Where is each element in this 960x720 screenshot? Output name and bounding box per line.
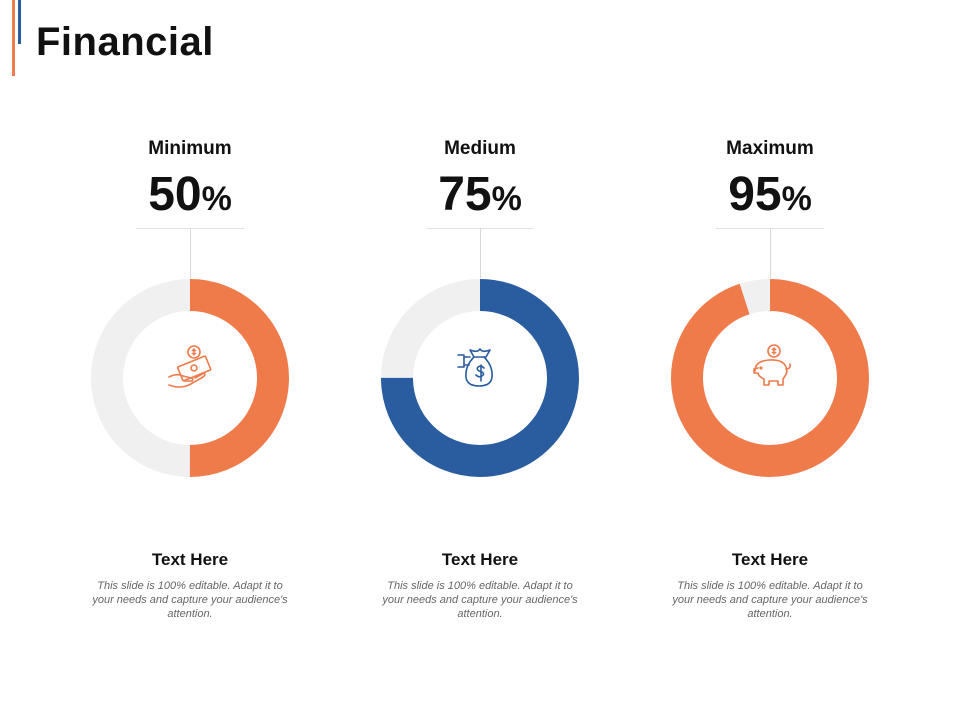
metric-label: Medium <box>444 138 516 159</box>
card-description: This slide is 100% editable. Adapt it to… <box>382 580 578 620</box>
value-number: 75 <box>438 168 492 221</box>
card-title: Text Here <box>151 550 229 569</box>
money-bag-icon <box>457 348 493 387</box>
metric-column-medium: Medium 75% Text Here This slide is 100% … <box>350 0 610 720</box>
donut-arc <box>381 279 579 477</box>
connector-line <box>190 228 191 278</box>
donut-chart-maximum <box>671 279 869 477</box>
connector-line <box>770 228 771 278</box>
metric-value: 50% <box>60 168 320 226</box>
value-number: 95 <box>728 168 782 221</box>
connector-line <box>480 228 481 278</box>
card-title: Text Here <box>441 550 519 569</box>
accent-bar-blue <box>18 0 21 44</box>
page-title: Financial <box>36 20 214 64</box>
piggy-bank-icon <box>753 344 791 386</box>
donut-arc <box>91 279 289 477</box>
donut-arc <box>671 279 869 477</box>
metric-label: Maximum <box>726 138 814 159</box>
card-title: Text Here <box>731 550 809 569</box>
money-hand-icon <box>168 345 212 388</box>
metric-value: 75% <box>350 168 610 226</box>
metric-column-minimum: Minimum 50% Text Here This slide is 100%… <box>60 0 320 720</box>
donut-chart-minimum <box>91 279 289 477</box>
value-unit: % <box>781 180 812 218</box>
card-description: This slide is 100% editable. Adapt it to… <box>672 580 868 620</box>
metric-column-maximum: Maximum 95% Text Here This slide is 100%… <box>640 0 900 720</box>
value-number: 50 <box>148 168 202 221</box>
donut-chart-medium <box>381 279 579 477</box>
value-unit: % <box>201 180 232 218</box>
metric-value: 95% <box>640 168 900 226</box>
card-description: This slide is 100% editable. Adapt it to… <box>92 580 288 620</box>
value-unit: % <box>491 180 522 218</box>
metric-label: Minimum <box>148 138 232 159</box>
accent-bar-orange <box>12 0 15 76</box>
